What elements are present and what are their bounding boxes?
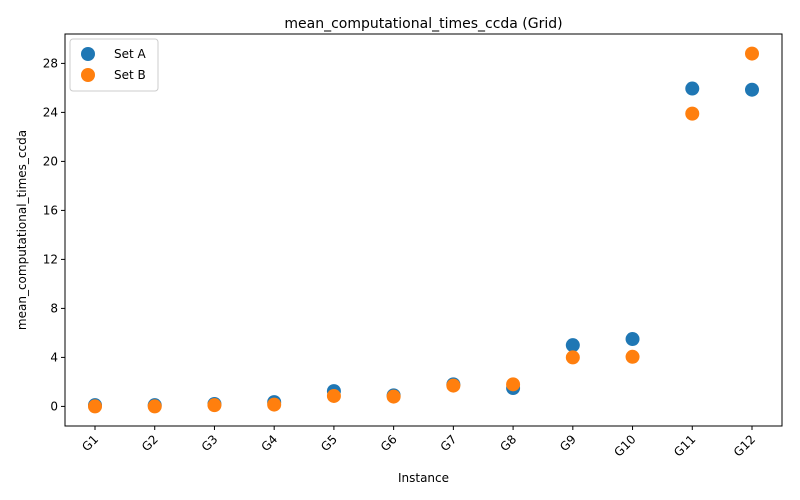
- point-set-a-g9: [565, 338, 580, 353]
- legend-marker-set-a: [81, 47, 95, 61]
- y-tick-label: 16: [43, 203, 58, 217]
- point-set-b-g8: [506, 377, 521, 392]
- point-set-a-g12: [745, 82, 759, 97]
- legend-label-set-a: Set A: [114, 47, 147, 61]
- point-set-b-g9: [565, 350, 580, 365]
- y-tick-label: 20: [43, 154, 58, 168]
- legend-marker-set-b: [81, 68, 95, 82]
- data-marks: [88, 46, 759, 414]
- point-set-a-g11: [685, 81, 700, 96]
- point-set-b-g5: [326, 388, 341, 403]
- y-tick-label: 28: [43, 56, 58, 70]
- point-set-b-g6: [386, 389, 401, 404]
- y-axis-ticks: 0 4 8 12 16 20 24 28: [43, 56, 65, 413]
- point-set-b-g7: [446, 378, 461, 393]
- legend: Set A Set B: [69, 38, 159, 92]
- point-set-b-g1: [88, 399, 102, 414]
- point-set-b-g10: [625, 349, 640, 364]
- point-set-b-g2: [147, 399, 162, 414]
- plot-frame: [64, 33, 783, 427]
- point-set-b-g12: [745, 46, 759, 61]
- point-set-b-g4: [267, 397, 282, 412]
- chart-title: mean_computational_times_ccda (Grid): [284, 16, 562, 32]
- point-set-a-g10: [625, 332, 640, 347]
- point-set-b-g3: [207, 398, 222, 413]
- y-axis-label: mean_computational_times_ccda: [15, 130, 29, 330]
- point-set-b-g11: [685, 106, 700, 121]
- y-tick-label: 4: [50, 350, 58, 364]
- legend-label-set-b: Set B: [114, 68, 146, 82]
- x-axis-label: Instance: [398, 471, 449, 485]
- y-tick-label: 8: [50, 301, 58, 315]
- y-tick-label: 0: [50, 399, 58, 413]
- y-tick-label: 12: [43, 252, 58, 266]
- y-tick-label: 24: [43, 105, 58, 119]
